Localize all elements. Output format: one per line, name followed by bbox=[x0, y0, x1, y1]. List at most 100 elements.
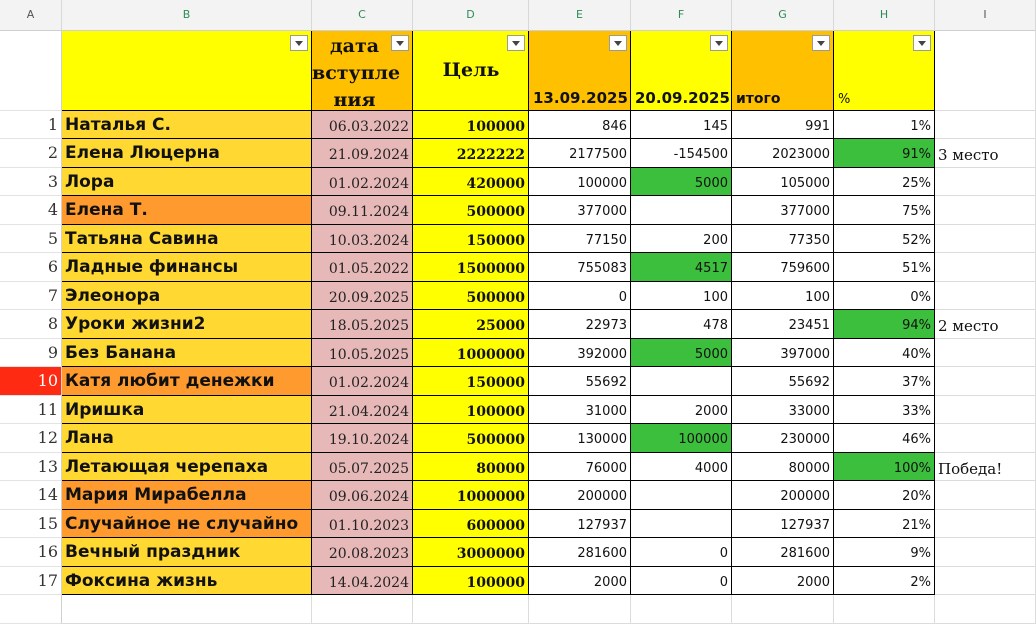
join-date[interactable]: 20.08.2023 bbox=[312, 538, 413, 567]
cell-i[interactable] bbox=[935, 196, 1036, 225]
amount-13-09[interactable]: 77150 bbox=[529, 224, 631, 254]
participant-name[interactable]: Случайное не случайно bbox=[62, 509, 312, 539]
total-amount[interactable]: 281600 bbox=[732, 538, 834, 567]
amount-20-09[interactable] bbox=[631, 481, 732, 510]
total-amount[interactable]: 105000 bbox=[732, 167, 834, 197]
participant-name[interactable]: Лана bbox=[62, 424, 312, 453]
amount-13-09[interactable]: 130000 bbox=[529, 424, 631, 453]
cell-i[interactable] bbox=[935, 167, 1036, 197]
goal-amount[interactable]: 500000 bbox=[413, 424, 529, 453]
amount-20-09[interactable]: 478 bbox=[631, 310, 732, 339]
header-cell-d[interactable]: Цель bbox=[413, 31, 529, 111]
column-header-f[interactable]: F bbox=[631, 0, 732, 31]
cell-i[interactable] bbox=[935, 338, 1036, 368]
cell-i[interactable] bbox=[935, 281, 1036, 311]
participant-name[interactable]: Катя любит денежки bbox=[62, 367, 312, 396]
participant-name[interactable]: Вечный праздник bbox=[62, 538, 312, 567]
amount-20-09[interactable]: 200 bbox=[631, 224, 732, 254]
join-date[interactable]: 01.10.2023 bbox=[312, 509, 413, 539]
percent-value[interactable]: 9% bbox=[834, 538, 935, 567]
join-date[interactable]: 01.02.2024 bbox=[312, 367, 413, 396]
cell-i[interactable] bbox=[935, 395, 1036, 425]
place-note[interactable]: 3 место bbox=[935, 139, 1036, 168]
amount-13-09[interactable]: 281600 bbox=[529, 538, 631, 567]
amount-20-09[interactable]: 5000 bbox=[631, 167, 732, 197]
amount-13-09[interactable]: 76000 bbox=[529, 452, 631, 482]
total-amount[interactable]: 991 bbox=[732, 111, 834, 140]
goal-amount[interactable]: 150000 bbox=[413, 224, 529, 254]
percent-value[interactable]: 2% bbox=[834, 566, 935, 595]
goal-amount[interactable]: 25000 bbox=[413, 310, 529, 339]
header-cell-e[interactable]: 13.09.2025 bbox=[529, 31, 631, 111]
filter-dropdown-icon[interactable] bbox=[290, 35, 308, 51]
total-amount[interactable]: 377000 bbox=[732, 196, 834, 225]
join-date[interactable]: 05.07.2025 bbox=[312, 452, 413, 482]
percent-value[interactable]: 51% bbox=[834, 253, 935, 282]
goal-amount[interactable]: 2222222 bbox=[413, 139, 529, 168]
filter-dropdown-icon[interactable] bbox=[507, 35, 525, 51]
join-date[interactable]: 21.09.2024 bbox=[312, 139, 413, 168]
total-amount[interactable]: 23451 bbox=[732, 310, 834, 339]
row-header[interactable]: 10 bbox=[0, 367, 62, 396]
row-header[interactable]: 14 bbox=[0, 481, 62, 510]
column-header-e[interactable]: E bbox=[529, 0, 631, 31]
goal-amount[interactable]: 1000000 bbox=[413, 338, 529, 368]
participant-name[interactable]: Элеонора bbox=[62, 281, 312, 311]
goal-amount[interactable]: 600000 bbox=[413, 509, 529, 539]
percent-value[interactable]: 94% bbox=[834, 310, 935, 339]
total-amount[interactable]: 759600 bbox=[732, 253, 834, 282]
amount-13-09[interactable]: 55692 bbox=[529, 367, 631, 396]
empty-cell[interactable] bbox=[834, 594, 935, 624]
cell-i[interactable] bbox=[935, 509, 1036, 539]
cell-i[interactable] bbox=[935, 481, 1036, 510]
participant-name[interactable]: Фоксина жизнь bbox=[62, 566, 312, 595]
row-header[interactable]: 1 bbox=[0, 111, 62, 140]
amount-13-09[interactable]: 127937 bbox=[529, 509, 631, 539]
row-header[interactable]: 12 bbox=[0, 424, 62, 453]
join-date[interactable]: 01.05.2022 bbox=[312, 253, 413, 282]
header-cell-g[interactable]: итого bbox=[732, 31, 834, 111]
amount-20-09[interactable]: -154500 bbox=[631, 139, 732, 168]
cell-i[interactable] bbox=[935, 224, 1036, 254]
join-date[interactable]: 10.03.2024 bbox=[312, 224, 413, 254]
amount-20-09[interactable]: 4517 bbox=[631, 253, 732, 282]
participant-name[interactable]: Елена Т. bbox=[62, 196, 312, 225]
place-note[interactable]: Победа! bbox=[935, 452, 1036, 482]
total-amount[interactable]: 55692 bbox=[732, 367, 834, 396]
join-date[interactable]: 20.09.2025 bbox=[312, 281, 413, 311]
header-cell-f[interactable]: 20.09.2025 bbox=[631, 31, 732, 111]
goal-amount[interactable]: 420000 bbox=[413, 167, 529, 197]
empty-cell[interactable] bbox=[631, 594, 732, 624]
join-date[interactable]: 18.05.2025 bbox=[312, 310, 413, 339]
percent-value[interactable]: 100% bbox=[834, 452, 935, 482]
goal-amount[interactable]: 150000 bbox=[413, 367, 529, 396]
filter-dropdown-icon[interactable] bbox=[391, 35, 409, 51]
join-date[interactable]: 06.03.2022 bbox=[312, 111, 413, 140]
row-header[interactable]: 4 bbox=[0, 196, 62, 225]
total-amount[interactable]: 100 bbox=[732, 281, 834, 311]
total-amount[interactable]: 33000 bbox=[732, 395, 834, 425]
row-header-empty[interactable] bbox=[0, 594, 62, 624]
goal-amount[interactable]: 500000 bbox=[413, 196, 529, 225]
empty-cell[interactable] bbox=[62, 594, 312, 624]
participant-name[interactable]: Без Банана bbox=[62, 338, 312, 368]
header-cell-h[interactable]: % bbox=[834, 31, 935, 111]
participant-name[interactable]: Наталья С. bbox=[62, 111, 312, 140]
percent-value[interactable]: 21% bbox=[834, 509, 935, 539]
amount-13-09[interactable]: 22973 bbox=[529, 310, 631, 339]
row-header[interactable]: 9 bbox=[0, 338, 62, 368]
amount-13-09[interactable]: 846 bbox=[529, 111, 631, 140]
total-amount[interactable]: 200000 bbox=[732, 481, 834, 510]
total-amount[interactable]: 230000 bbox=[732, 424, 834, 453]
percent-value[interactable]: 37% bbox=[834, 367, 935, 396]
cell-i[interactable] bbox=[935, 424, 1036, 453]
column-header-h[interactable]: H bbox=[834, 0, 935, 31]
amount-13-09[interactable]: 2000 bbox=[529, 566, 631, 595]
cell-i-header[interactable] bbox=[935, 31, 1036, 111]
percent-value[interactable]: 52% bbox=[834, 224, 935, 254]
row-header[interactable]: 6 bbox=[0, 253, 62, 282]
goal-amount[interactable]: 500000 bbox=[413, 281, 529, 311]
amount-13-09[interactable]: 392000 bbox=[529, 338, 631, 368]
column-header-i[interactable]: I bbox=[935, 0, 1036, 31]
amount-13-09[interactable]: 755083 bbox=[529, 253, 631, 282]
